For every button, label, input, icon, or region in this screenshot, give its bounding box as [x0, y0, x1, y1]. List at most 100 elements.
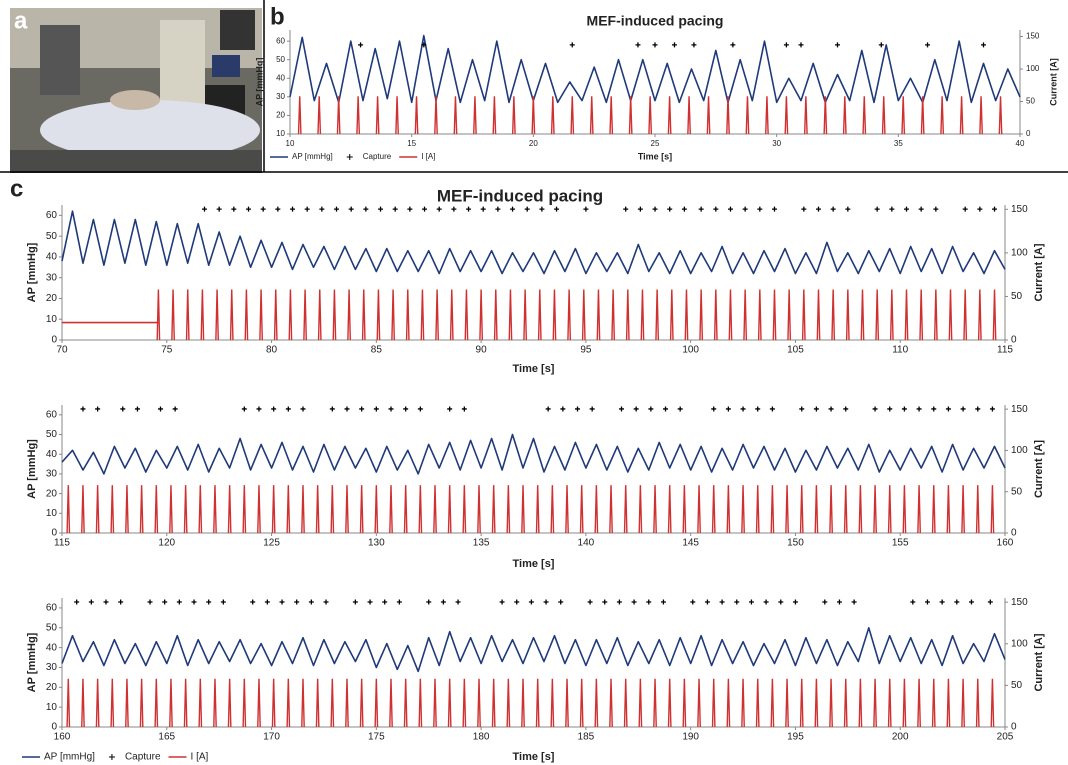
current-pulse: [198, 485, 203, 534]
capture-marker: [382, 599, 388, 605]
capture-marker: [633, 406, 639, 412]
y-tick-label: 40: [276, 73, 285, 82]
current-pulse: [491, 678, 496, 728]
photo: [10, 8, 262, 173]
capture-marker: [652, 42, 658, 48]
current-pulse: [948, 289, 953, 341]
current-pulse: [843, 485, 848, 534]
capture-marker: [499, 599, 505, 605]
current-pulse: [992, 289, 997, 341]
current-pulse: [842, 96, 847, 135]
current-pulse: [110, 678, 115, 728]
current-pulse: [449, 289, 454, 341]
y-axis-label: AP [mmHg]: [26, 242, 38, 302]
current-pulse: [594, 678, 599, 728]
capture-marker: [436, 206, 442, 212]
current-pulse: [787, 289, 792, 341]
chart-title: MEF-induced pacing: [587, 13, 724, 29]
current-pulse: [726, 96, 730, 135]
current-pulse: [669, 289, 674, 341]
current-pulse: [959, 96, 964, 135]
legend-label: I [A]: [191, 752, 209, 763]
y-tick-label: 60: [46, 409, 58, 420]
current-pulse: [375, 96, 380, 135]
x-tick-label: 85: [371, 345, 383, 356]
y2-tick-label: 50: [1011, 486, 1023, 497]
current-pulse: [920, 96, 925, 135]
current-pulse: [682, 678, 687, 728]
current-pulse: [473, 96, 477, 135]
y-tick-label: 50: [46, 231, 58, 242]
y2-tick-label: 50: [1026, 97, 1035, 106]
y2-tick-label: 50: [1011, 291, 1023, 302]
capture-marker: [660, 599, 666, 605]
capture-marker: [771, 206, 777, 212]
capture-marker: [285, 406, 291, 412]
current-pulse: [728, 289, 733, 341]
capture-marker: [560, 406, 566, 412]
current-pulse: [523, 289, 528, 341]
current-pulse: [609, 485, 613, 534]
capture-marker: [201, 206, 207, 212]
current-pulse: [169, 678, 173, 728]
capture-marker: [778, 599, 784, 605]
current-pulse: [537, 289, 542, 341]
capture-marker: [681, 206, 687, 212]
y-tick-label: 0: [51, 528, 57, 539]
capture-marker: [358, 42, 364, 48]
x-axis-label: Time [s]: [513, 558, 555, 570]
current-pulse: [420, 289, 425, 341]
current-pulse: [726, 485, 731, 534]
current-pulse: [862, 96, 867, 135]
capture-marker: [162, 599, 168, 605]
current-pulse: [242, 678, 247, 728]
current-pulse: [653, 678, 657, 728]
current-pulse: [741, 485, 745, 534]
current-pulse: [829, 678, 833, 728]
current-pulse: [215, 289, 219, 341]
x-tick-label: 90: [476, 345, 488, 356]
capture-marker: [279, 599, 285, 605]
x-tick-label: 195: [787, 732, 804, 743]
capture-marker: [799, 406, 805, 412]
current-pulse: [171, 289, 175, 341]
y2-tick-label: 100: [1011, 638, 1028, 649]
capture-marker: [968, 599, 974, 605]
capture-marker: [740, 406, 746, 412]
capture-marker: [264, 599, 270, 605]
current-pulse: [403, 485, 408, 534]
capture-marker: [755, 406, 761, 412]
current-pulse: [315, 678, 320, 728]
current-pulse: [453, 96, 458, 135]
capture-marker: [887, 406, 893, 412]
capture-marker: [989, 406, 995, 412]
capture-marker: [191, 599, 197, 605]
x-tick-label: 75: [161, 345, 173, 356]
legend-label: AP [mmHg]: [292, 152, 333, 161]
current-pulse: [917, 485, 921, 534]
y-tick-label: 40: [46, 449, 58, 460]
capture-marker: [889, 206, 895, 212]
current-pulse: [66, 485, 71, 534]
current-pulse: [711, 485, 716, 534]
capture-marker: [80, 406, 86, 412]
x-tick-label: 10: [286, 139, 295, 148]
capture-marker: [543, 599, 549, 605]
current-pulse: [829, 485, 833, 534]
y-tick-label: 20: [276, 111, 285, 120]
x-tick-label: 70: [56, 345, 68, 356]
current-pulse: [990, 485, 995, 534]
current-pulse: [271, 678, 276, 728]
current-pulse: [596, 289, 601, 341]
y-tick-label: 20: [46, 293, 58, 304]
capture-marker: [260, 206, 266, 212]
current-pulse: [286, 678, 291, 728]
current-pulse: [110, 485, 115, 534]
capture-marker: [933, 206, 939, 212]
current-pulse: [418, 485, 423, 534]
y2-tick-label: 100: [1011, 445, 1028, 456]
current-pulse: [875, 289, 880, 341]
current-pulse: [183, 485, 188, 534]
series-line: [61, 627, 1006, 673]
